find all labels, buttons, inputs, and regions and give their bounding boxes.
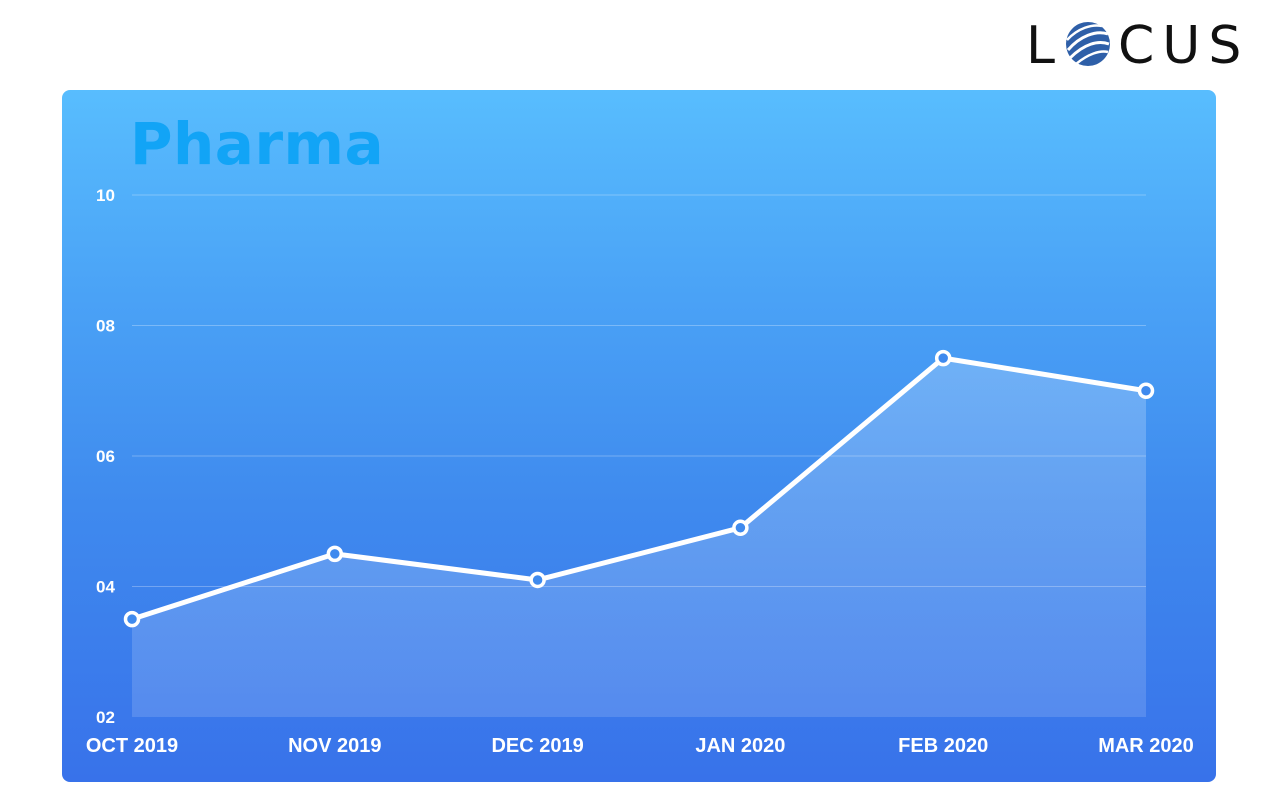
x-axis-ticks: OCT 2019 NOV 2019 DEC 2019 JAN 2020 FEB 2020… (86, 735, 1194, 757)
chart-title: Pharma (130, 110, 385, 178)
y-tick-label: 02 (96, 708, 115, 727)
area-shape (132, 358, 1146, 717)
y-tick-label: 08 (96, 317, 115, 336)
chart-panel: Pharma 02 04 06 08 10 OCT 2019 NOV 2019 DEC 20… (62, 90, 1216, 782)
logo-letters-cus: CUS (1118, 16, 1249, 72)
line-chart: 02 04 06 08 10 OCT 2019 NOV 2019 DEC 2019 JAN 2… (86, 186, 1194, 757)
x-tick-label: FEB 2020 (898, 735, 988, 757)
x-tick-label: JAN 2020 (695, 735, 785, 757)
x-tick-label: NOV 2019 (288, 735, 381, 757)
data-points (123, 349, 1155, 628)
data-point (529, 571, 546, 589)
data-point (934, 349, 952, 367)
locus-logo: L CUS (1026, 16, 1262, 72)
y-tick-label: 06 (96, 447, 115, 466)
data-point (326, 545, 344, 563)
globe-icon (1066, 22, 1110, 66)
data-point (732, 519, 749, 537)
y-axis-ticks: 02 04 06 08 10 (96, 186, 115, 727)
x-tick-label: DEC 2019 (491, 735, 583, 757)
series-polyline (129, 355, 1149, 622)
series-line (129, 355, 1149, 622)
area-fill (132, 358, 1146, 717)
x-tick-label: MAR 2020 (1098, 735, 1194, 757)
y-tick-label: 04 (96, 578, 115, 597)
locus-logo-mark: L CUS (1026, 16, 1249, 72)
data-point (1137, 382, 1155, 399)
logo-letter-l: L (1026, 16, 1061, 72)
data-point (123, 610, 141, 628)
x-tick-label: OCT 2019 (86, 735, 178, 757)
y-tick-label: 10 (96, 186, 115, 205)
